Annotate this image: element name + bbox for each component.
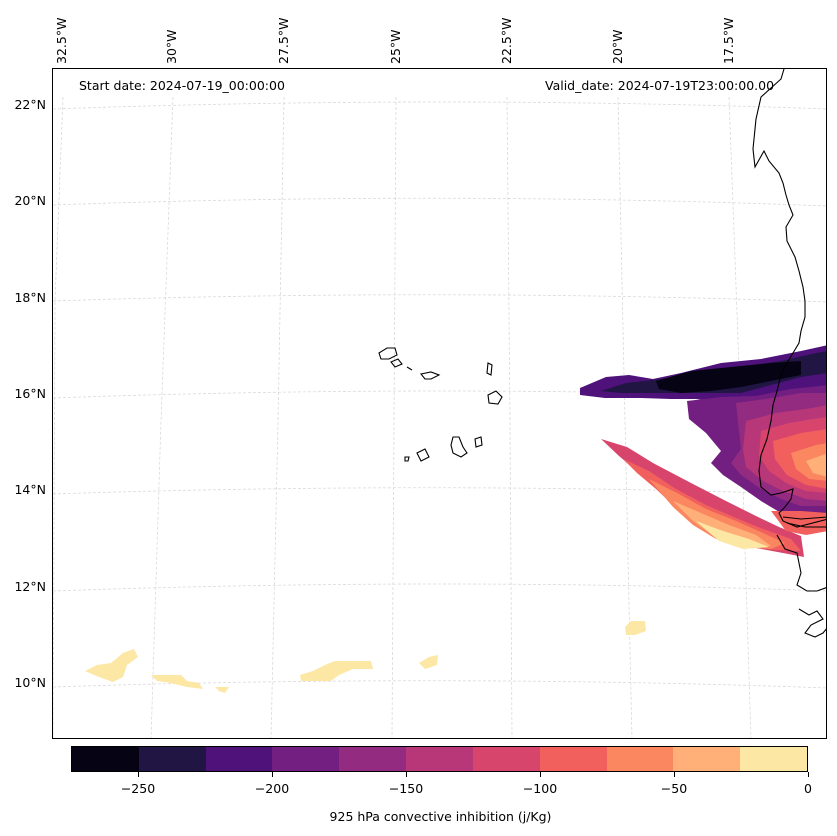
gridline-lon-20w <box>617 96 633 738</box>
lon-label-27-5w: 27.5°W <box>276 17 291 64</box>
cin-band-50-25 <box>673 501 771 547</box>
colorbar-tick <box>673 772 675 777</box>
lat-label-20n: 20°N <box>14 193 46 208</box>
lon-label-32-5w: 32.5°W <box>54 17 69 64</box>
map-panel <box>52 68 827 739</box>
colorbar-tick-label: −50 <box>660 781 688 796</box>
gridline-lon-17-5w <box>728 96 752 738</box>
colorbar-label: 925 hPa convective inhibition (j/Kg) <box>329 809 552 824</box>
colorbar-segment <box>740 747 807 771</box>
island-santo-antao <box>378 347 398 360</box>
map-canvas <box>53 69 826 738</box>
cin-band-250-225 <box>656 361 801 393</box>
colorbar-tick <box>271 772 273 777</box>
colorbar-segment <box>138 747 206 771</box>
island-sao-vicente <box>390 358 403 368</box>
island-brava <box>404 456 410 462</box>
cin-patch-sw-3 <box>215 687 229 693</box>
cin-patch-sw-2 <box>151 675 203 689</box>
colorbar-segment <box>339 747 407 771</box>
cin-patch-s-1 <box>300 661 373 681</box>
colorbar-segment <box>472 747 540 771</box>
gridline-lon-32-5w <box>53 96 64 738</box>
colorbar-tick-label: −250 <box>120 781 156 796</box>
colorbar-tick <box>405 772 407 777</box>
cin-band-75-50 <box>649 479 785 549</box>
gridline-lon-25w <box>391 96 397 738</box>
colorbar-tick-label: −100 <box>522 781 558 796</box>
lon-label-20w: 20°W <box>610 29 625 64</box>
cin-contours <box>85 345 826 693</box>
colorbar-segment <box>673 747 741 771</box>
island-santiago <box>450 436 468 458</box>
island-sao-nicolau <box>420 371 441 380</box>
gridline-lat-22n <box>53 101 826 110</box>
lat-label-14n: 14°N <box>14 482 46 497</box>
valid-date-annotation: Valid_date: 2024-07-19T23:00:00.00 <box>545 78 775 93</box>
colorbar-tick-label: −200 <box>254 781 290 796</box>
colorbar-segment <box>272 747 340 771</box>
gambia-river <box>782 516 826 528</box>
island-sal <box>486 362 493 376</box>
lon-label-25w: 25°W <box>388 29 403 64</box>
colorbar-tick <box>807 772 809 777</box>
gridline-lon-22-5w <box>506 96 513 738</box>
cin-band-25-0 <box>696 521 769 549</box>
lat-label-22n: 22°N <box>14 97 46 112</box>
lat-label-12n: 12°N <box>14 579 46 594</box>
colorbar-tick-label: 0 <box>804 781 812 796</box>
cin-patch-s-2 <box>419 655 438 669</box>
gridline-lat-16n <box>53 390 826 399</box>
cin-patch-se <box>625 621 646 635</box>
lon-label-30w: 30°W <box>164 29 179 64</box>
colorbar <box>71 746 808 772</box>
gridline-lat-10n <box>53 680 826 689</box>
colorbar-tick <box>539 772 541 777</box>
colorbar-segment <box>606 747 674 771</box>
lon-label-17-5w: 17.5°W <box>721 17 736 64</box>
colorbar-tick-label: −150 <box>388 781 424 796</box>
colorbar-segment <box>539 747 607 771</box>
gridline-lon-30w <box>150 96 174 738</box>
cin-band-25-0-east <box>806 453 826 477</box>
colorbar-tick <box>137 772 139 777</box>
island-santa-luzia <box>406 366 413 371</box>
start-date-annotation: Start date: 2024-07-19_00:00:00 <box>79 78 285 93</box>
colorbar-segment <box>406 747 473 771</box>
graticule <box>53 96 826 738</box>
lat-label-16n: 16°N <box>14 386 46 401</box>
gridline-lat-20n <box>53 197 826 207</box>
island-boa-vista <box>487 390 503 405</box>
colorbar-segment <box>205 747 273 771</box>
lat-label-10n: 10°N <box>14 675 46 690</box>
gridline-lat-14n <box>53 487 826 496</box>
cin-band-100-75 <box>623 459 801 551</box>
island-maio <box>474 436 483 448</box>
cin-patch-sw-1 <box>85 649 138 682</box>
gridline-lat-12n <box>53 583 826 592</box>
cape-verde-islands <box>378 347 503 462</box>
island-fogo <box>416 448 430 462</box>
lon-label-22-5w: 22.5°W <box>499 17 514 64</box>
gridline-lat-18n <box>53 294 826 303</box>
colorbar-segment <box>72 747 139 771</box>
africa-coastline <box>752 69 826 638</box>
gridline-lon-27-5w <box>270 96 285 738</box>
lat-label-18n: 18°N <box>14 290 46 305</box>
